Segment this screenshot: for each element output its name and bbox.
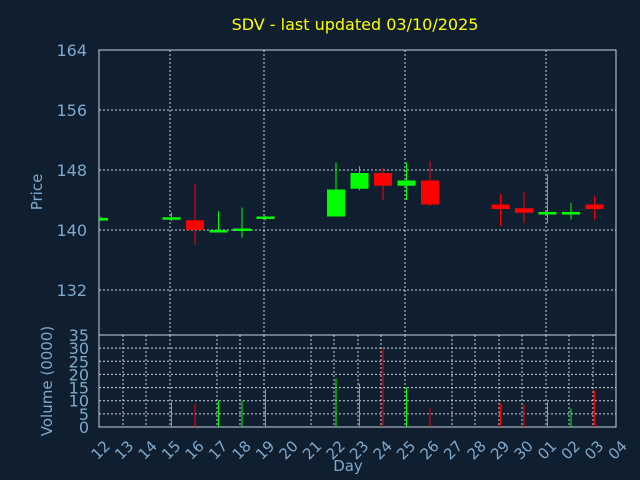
price-tick-label: 156 bbox=[56, 101, 87, 120]
x-tick-label: 24 bbox=[370, 437, 396, 463]
x-axis-label: Day bbox=[333, 457, 363, 475]
x-tick-label: 29 bbox=[487, 437, 513, 463]
candle-body bbox=[99, 218, 108, 221]
candle-body bbox=[350, 173, 369, 189]
x-tick-label: 12 bbox=[88, 437, 114, 463]
candle-body bbox=[374, 173, 392, 186]
price-tick-label: 140 bbox=[56, 221, 87, 240]
x-tick-label: 18 bbox=[229, 437, 255, 463]
x-tick-label: 01 bbox=[534, 437, 560, 463]
candle-body bbox=[562, 212, 580, 215]
x-tick-label: 30 bbox=[511, 437, 537, 463]
candle-body bbox=[162, 217, 181, 220]
x-tick-label: 14 bbox=[135, 437, 161, 463]
price-panel: 132 140 148 156 164 bbox=[56, 41, 617, 336]
candle bbox=[327, 162, 345, 217]
chart-title: SDV - last updated 03/10/2025 bbox=[232, 15, 479, 34]
candle-body bbox=[209, 230, 228, 233]
candle bbox=[350, 166, 369, 191]
candle-body bbox=[327, 189, 345, 217]
volume-tick-label: 0 bbox=[79, 418, 89, 437]
candle bbox=[562, 203, 580, 220]
candle bbox=[233, 207, 251, 238]
volume-tick-label: 35 bbox=[69, 326, 89, 345]
x-tick-label: 15 bbox=[158, 437, 184, 463]
volume-tick-label: 25 bbox=[69, 352, 89, 371]
x-tick-label: 02 bbox=[558, 437, 584, 463]
candle bbox=[397, 162, 416, 200]
candle-body bbox=[538, 212, 557, 215]
candle-body bbox=[421, 180, 439, 205]
volume-tick-label: 5 bbox=[79, 405, 89, 424]
candle bbox=[162, 212, 181, 221]
x-tick-label: 19 bbox=[252, 437, 278, 463]
candle bbox=[374, 167, 392, 200]
candle-body bbox=[491, 204, 510, 209]
candle bbox=[421, 161, 439, 206]
x-tick-label: 20 bbox=[276, 437, 302, 463]
candle-body bbox=[186, 220, 204, 230]
candle bbox=[491, 194, 510, 227]
price-tick-label: 148 bbox=[56, 161, 87, 180]
x-tick-label: 03 bbox=[581, 437, 607, 463]
candle bbox=[186, 183, 204, 245]
candle bbox=[538, 174, 557, 224]
price-tick-label: 164 bbox=[56, 41, 87, 60]
volume-tick-label: 30 bbox=[69, 339, 89, 358]
x-tick-label: 28 bbox=[464, 437, 490, 463]
candle-body bbox=[256, 216, 275, 219]
volume-tick-label: 15 bbox=[69, 379, 89, 398]
x-tick-label: 26 bbox=[417, 437, 443, 463]
x-tick-label: 16 bbox=[182, 437, 208, 463]
candle-body bbox=[233, 228, 251, 231]
x-tick-label: 17 bbox=[205, 437, 231, 463]
candle bbox=[585, 196, 604, 220]
x-tick-label: 25 bbox=[393, 437, 419, 463]
candle bbox=[209, 211, 228, 233]
price-tick-label: 132 bbox=[56, 281, 87, 300]
volume-tick-label: 20 bbox=[69, 365, 89, 384]
candle bbox=[515, 192, 533, 224]
x-tick-label: 04 bbox=[605, 437, 631, 463]
volume-tick-label: 10 bbox=[69, 392, 89, 411]
candle bbox=[99, 216, 108, 221]
x-tick-label: 21 bbox=[299, 437, 325, 463]
candle-body bbox=[515, 208, 533, 213]
candle-body bbox=[585, 204, 604, 209]
candle bbox=[256, 215, 275, 221]
x-tick-label: 13 bbox=[111, 437, 137, 463]
candle-body bbox=[397, 180, 416, 186]
volume-axis-label: Volume (0000) bbox=[38, 326, 56, 436]
x-tick-label: 27 bbox=[440, 437, 466, 463]
price-axis-label: Price bbox=[28, 174, 46, 211]
price-plot-frame bbox=[98, 49, 617, 336]
